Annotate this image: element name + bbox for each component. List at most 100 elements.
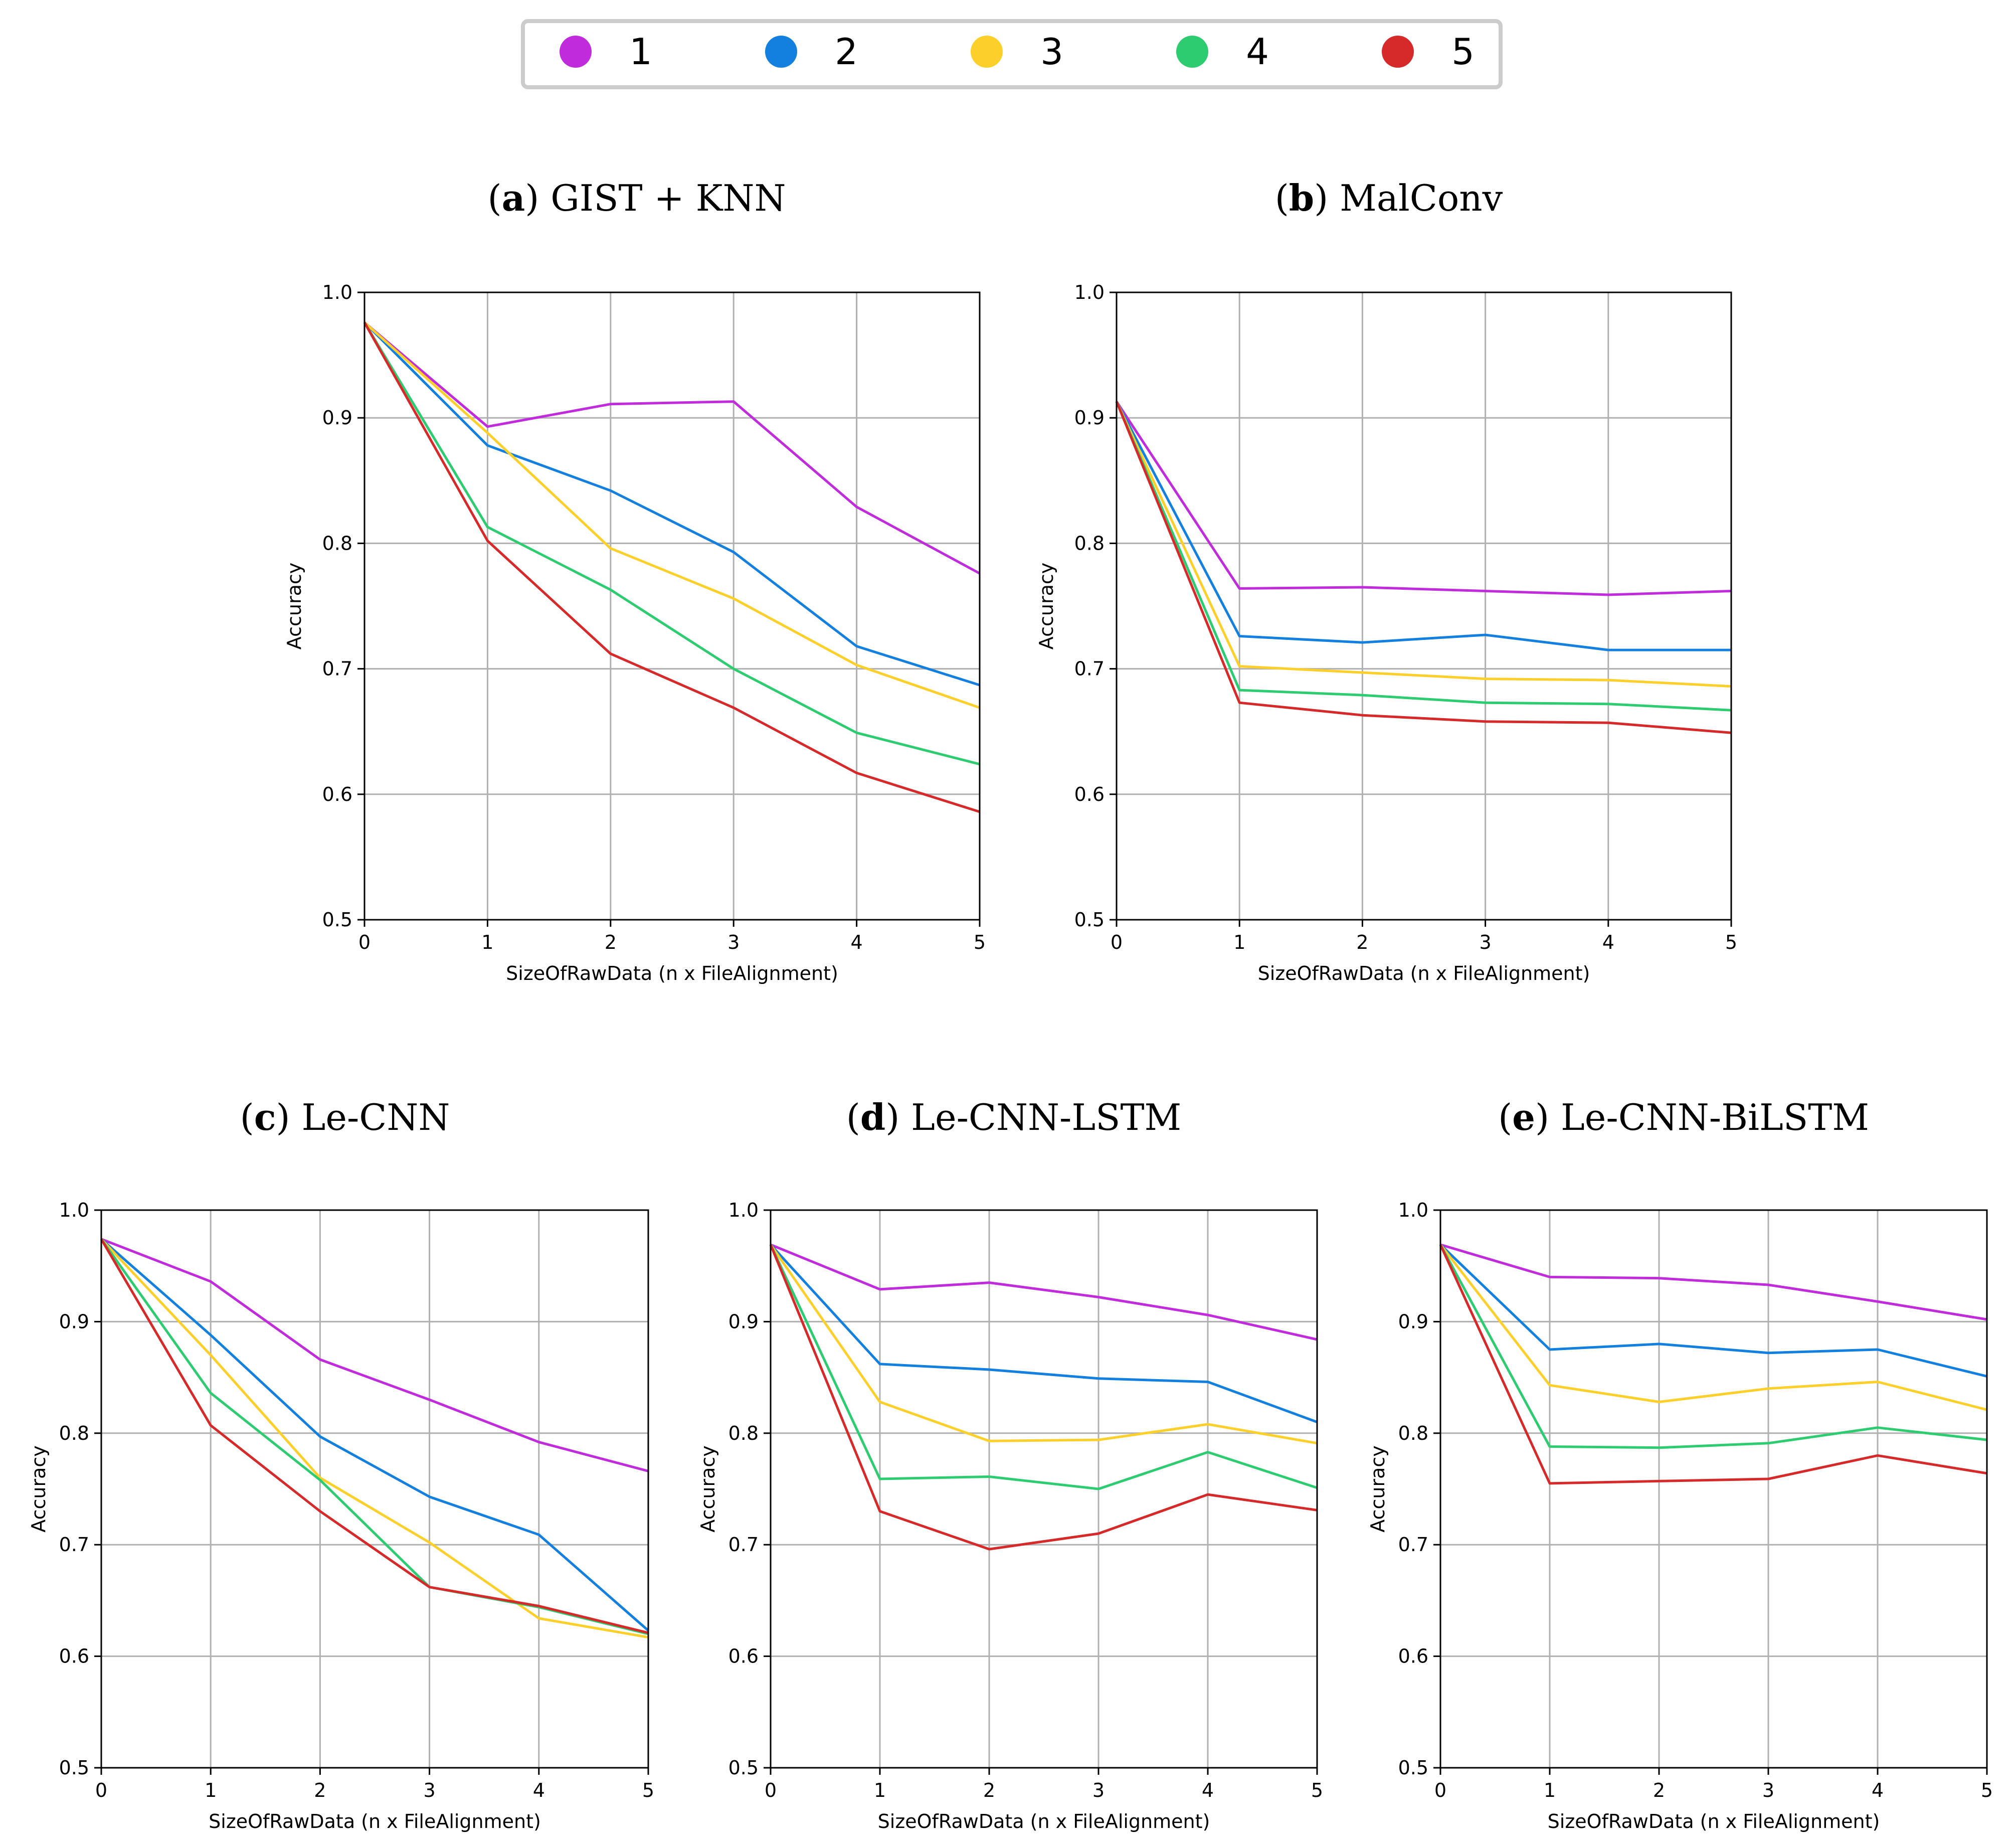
y-tick-label: 0.8 [59, 1422, 89, 1444]
x-tick-label: 5 [642, 1779, 654, 1801]
series-line-3 [363, 321, 980, 709]
x-tick-label: 5 [1311, 1779, 1323, 1801]
legend-marker [560, 36, 592, 68]
chart-title: (c) Le-CNN [240, 1096, 450, 1138]
y-tick-label: 0.9 [1074, 407, 1105, 429]
legend-item-2: 2 [765, 31, 858, 73]
plot-frame [363, 291, 981, 921]
chart-panel-b: (b) MalConv 0 1 2 3 4 5 0.5 0.6 0.7 0.8 0.9 1.0 SizeO… [1035, 177, 1737, 984]
y-axis-label: Accuracy [28, 1445, 50, 1533]
legend-label: 3 [1040, 31, 1063, 73]
legend-label: 5 [1451, 31, 1475, 73]
y-axis-label: Accuracy [1035, 563, 1057, 650]
chart-title: (a) GIST + KNN [488, 177, 786, 219]
legend-marker [971, 36, 1003, 68]
y-tick-label: 1.0 [322, 281, 352, 303]
series-line-1 [1440, 1243, 1987, 1321]
series-line-3 [100, 1238, 649, 1639]
series-line-4 [1439, 1244, 1987, 1449]
y-tick-label: 0.8 [322, 532, 352, 554]
y-tick-label: 0.6 [59, 1645, 89, 1667]
x-tick-label: 4 [1202, 1779, 1214, 1801]
series-line-1 [101, 1238, 649, 1472]
x-tick-label: 1 [205, 1779, 217, 1801]
x-tick-label: 1 [481, 931, 493, 953]
plot-frame [100, 1209, 649, 1769]
legend-label: 1 [629, 31, 652, 73]
x-tick-label: 5 [974, 931, 986, 953]
chart-panel-c: (c) Le-CNN 0 1 2 3 4 5 0.5 0.6 0.7 0.8 0.9 1.0 SizeOf… [28, 1096, 654, 1832]
series-line-1 [1115, 401, 1732, 596]
legend-item-4: 4 [1176, 31, 1269, 73]
x-tick-label: 0 [765, 1779, 777, 1801]
series-line-2 [100, 1238, 649, 1632]
chart-title: (e) Le-CNN-BiLSTM [1498, 1096, 1869, 1138]
series-line-5 [363, 321, 980, 813]
x-axis-label: SizeOfRawData (n x FileAlignment) [878, 1810, 1210, 1832]
series-line-3 [1115, 401, 1732, 688]
chart-title: (d) Le-CNN-LSTM [846, 1096, 1181, 1138]
y-tick-label: 0.9 [728, 1310, 759, 1332]
x-tick-label: 0 [1111, 931, 1123, 953]
x-tick-label: 4 [851, 931, 863, 953]
x-tick-label: 2 [605, 931, 617, 953]
y-tick-label: 0.5 [322, 909, 352, 931]
charts: (a) GIST + KNN 0 1 2 3 4 5 0.5 0.6 0.7 0.8 0.9 1.0 Si… [28, 177, 1993, 1832]
y-tick-label: 0.6 [322, 783, 352, 805]
series-line-4 [1115, 401, 1732, 712]
y-tick-label: 0.7 [59, 1534, 89, 1556]
y-tick-label: 0.6 [1398, 1645, 1428, 1667]
series-line-3 [769, 1244, 1318, 1445]
y-tick-label: 0.6 [1074, 783, 1105, 805]
x-tick-label: 4 [533, 1779, 545, 1801]
y-tick-label: 0.7 [728, 1534, 759, 1556]
x-axis-label: SizeOfRawData (n x FileAlignment) [1548, 1810, 1880, 1832]
x-tick-label: 2 [1653, 1779, 1665, 1801]
plot-frame [1439, 1209, 1988, 1769]
x-tick-label: 2 [1356, 931, 1368, 953]
plot-frame [770, 1209, 1318, 1769]
series-line-2 [1115, 401, 1731, 651]
y-tick-label: 1.0 [1074, 281, 1105, 303]
chart-panel-a: (a) GIST + KNN 0 1 2 3 4 5 0.5 0.6 0.7 0.8 0.9 1.0 Si… [283, 177, 986, 984]
y-tick-label: 0.8 [1074, 532, 1105, 554]
y-tick-label: 0.7 [322, 658, 352, 680]
x-tick-label: 4 [1602, 931, 1614, 953]
x-tick-label: 1 [1233, 931, 1245, 953]
y-tick-label: 0.5 [59, 1757, 89, 1779]
legend-item-1: 1 [560, 31, 652, 73]
series-line-5 [769, 1244, 1318, 1551]
x-tick-label: 3 [727, 931, 740, 953]
y-tick-label: 0.8 [1398, 1422, 1428, 1444]
x-tick-label: 1 [1544, 1779, 1556, 1801]
legend-marker [1382, 36, 1414, 68]
x-axis-label: SizeOfRawData (n x FileAlignment) [506, 962, 838, 984]
series-line-4 [769, 1244, 1318, 1490]
y-axis-label: Accuracy [1367, 1445, 1389, 1533]
y-tick-label: 0.7 [1398, 1534, 1428, 1556]
series-line-1 [770, 1243, 1318, 1341]
series-line-3 [1439, 1244, 1987, 1411]
legend-label: 2 [835, 31, 858, 73]
x-tick-label: 5 [1981, 1779, 1993, 1801]
x-tick-label: 0 [1434, 1779, 1446, 1801]
x-tick-label: 0 [358, 931, 371, 953]
x-tick-label: 3 [1762, 1779, 1774, 1801]
x-tick-label: 3 [1480, 931, 1492, 953]
legend-label: 4 [1246, 31, 1269, 73]
y-tick-label: 0.9 [322, 407, 352, 429]
y-axis-label: Accuracy [697, 1445, 719, 1533]
x-tick-label: 5 [1725, 931, 1737, 953]
x-tick-label: 2 [314, 1779, 326, 1801]
series-line-2 [770, 1244, 1318, 1423]
plot-frame [1116, 291, 1732, 921]
series-line-1 [363, 321, 981, 575]
y-tick-label: 0.5 [728, 1757, 759, 1779]
x-axis-label: SizeOfRawData (n x FileAlignment) [1258, 962, 1590, 984]
x-tick-label: 3 [1092, 1779, 1105, 1801]
x-tick-label: 4 [1872, 1779, 1884, 1801]
legend-marker [1176, 36, 1208, 68]
x-tick-label: 2 [983, 1779, 995, 1801]
series-line-2 [363, 321, 980, 687]
